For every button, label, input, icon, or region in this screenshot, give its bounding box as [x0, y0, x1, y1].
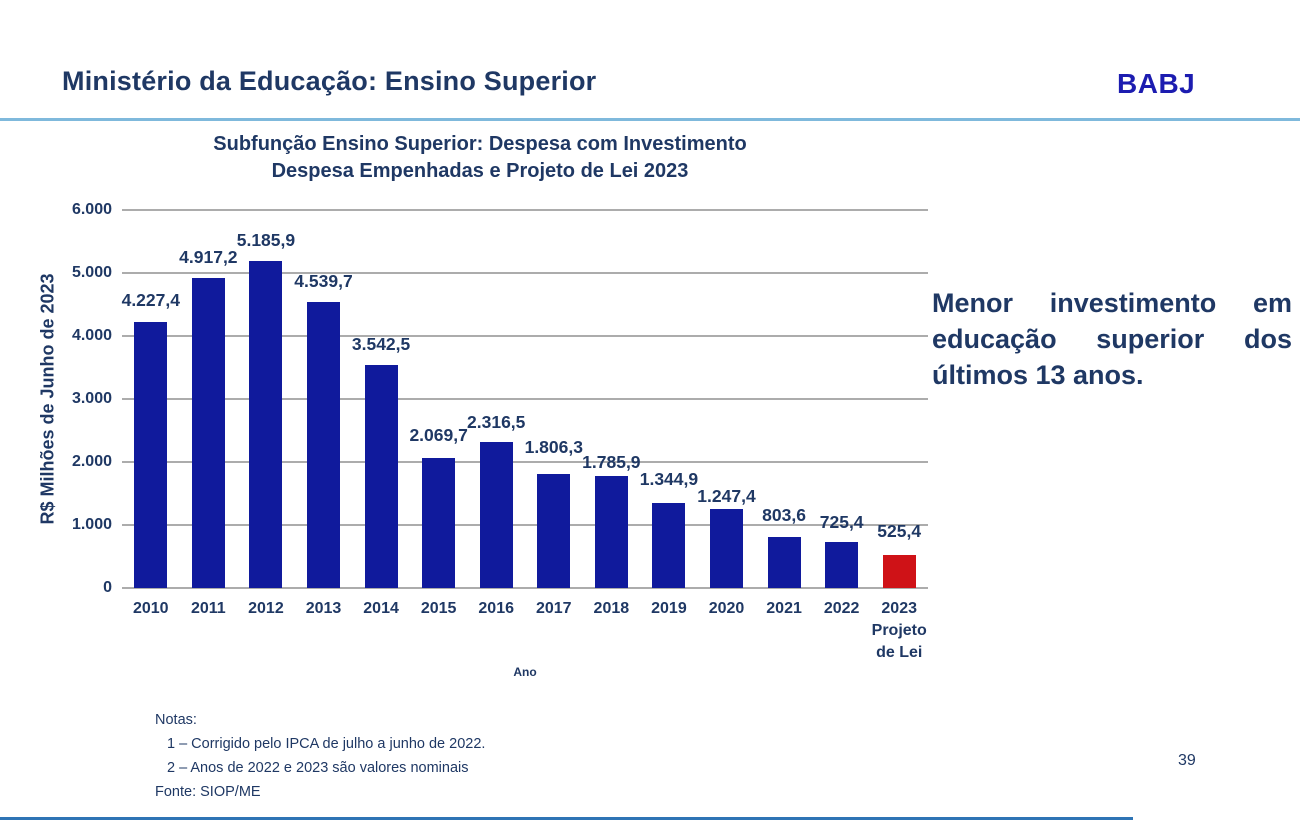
gridline-2000 [122, 461, 928, 463]
bar-2023 [882, 554, 916, 588]
bar-value-label-2017: 1.806,3 [524, 437, 583, 458]
bar-value-label-2013: 4.539,7 [294, 271, 353, 291]
xtick-label-2018: 2018 [566, 598, 656, 620]
xtick-label-2016: 2016 [451, 598, 541, 620]
xtick-year-2021: 2021 [766, 600, 802, 617]
bar-value-label-2010: 4.227,4 [121, 289, 180, 310]
note-item-1: 1 – Corrigido pelo IPCA de julho a junho… [167, 736, 486, 752]
ytick-label-5000: 5.000 [71, 264, 112, 281]
xtick-label-2013: 2013 [279, 598, 369, 620]
header-divider [0, 118, 1300, 121]
xtick-year-2012: 2012 [248, 600, 284, 617]
bar-2020 [710, 509, 743, 588]
ytick-label-2000: 2.000 [71, 453, 112, 470]
xtick-label-2011: 2011 [163, 598, 253, 620]
bar-value-label-2011: 4.917,2 [179, 247, 238, 268]
gridline-6000 [122, 209, 928, 211]
ytick-label-3000: 3.000 [71, 390, 112, 407]
notes-source: Fonte: SIOP/ME [155, 784, 261, 800]
bar-value-label-2014: 3.542,5 [351, 333, 411, 354]
xtick-year-2013: 2013 [305, 600, 342, 617]
bar-value-label-2016: 2.316,5 [467, 412, 526, 433]
bar-value-label-2012: 5.185,9 [236, 230, 296, 251]
chart-title-line1: Subfunção Ensino Superior: Despesa com I… [213, 133, 747, 155]
bar-2017 [537, 474, 571, 588]
xtick-label-2015: 2015 [394, 598, 484, 620]
bar-value-label-2018: 1.785,9 [582, 451, 641, 472]
xtick-label-2022: 2022 [797, 598, 887, 620]
ytick-label-4000: 4.000 [71, 327, 112, 344]
xtick-label-2010: 2010 [106, 598, 196, 620]
gridline-5000 [122, 272, 928, 274]
xtick-year-2018: 2018 [593, 600, 630, 617]
page-title: Ministério da Educação: Ensino Superior [62, 66, 597, 96]
footer-divider [0, 817, 1133, 820]
xtick-year-2014: 2014 [363, 600, 399, 617]
bar-2010 [134, 321, 168, 588]
xtick-label-2020: 2020 [682, 598, 772, 620]
xtick-year-2015: 2015 [420, 600, 457, 617]
bar-2013 [307, 302, 340, 588]
xtick-year-2019: 2019 [651, 600, 687, 617]
xtick-label-2017: 2017 [509, 598, 599, 620]
xtick-year-2017: 2017 [535, 600, 572, 617]
callout-text: Menor investimento em educação superior … [932, 288, 1292, 390]
xtick-label-2023: 2023 Projeto de Lei [854, 598, 944, 664]
notes-heading: Notas: [155, 712, 197, 728]
ytick-label-0: 0 [103, 579, 112, 596]
gridline-0 [122, 587, 928, 589]
bar-value-label-2022: 725,4 [819, 512, 864, 533]
xtick-year-2011: 2011 [190, 600, 226, 617]
xtick-label-2012: 2012 [221, 598, 311, 620]
gridline-3000 [122, 398, 928, 400]
xtick-year-2010: 2010 [132, 600, 169, 617]
chart-title-line2: Despesa Empenhadas e Projeto de Lei 2023 [271, 160, 689, 182]
logo-babj: BABJ [1117, 68, 1196, 99]
xtick-sublabel-1: Projeto [871, 622, 927, 639]
ytick-label-1000: 1.000 [71, 516, 112, 533]
gridline-1000 [122, 524, 928, 526]
xtick-label-2019: 2019 [624, 598, 714, 620]
xtick-year-2020: 2020 [708, 600, 745, 617]
plot-area: 4.227,4 4.917,2 5.185,9 4.539,7 3.542,5 2.069… [121, 209, 928, 589]
bar-2022 [825, 542, 859, 588]
xtick-year-2023: 2023 [881, 600, 917, 617]
page-number: 39 [1178, 752, 1196, 769]
xtick-sublabel-2: de Lei [876, 644, 923, 661]
bar-2021 [767, 537, 801, 588]
bar-value-label-2015: 2.069,7 [409, 424, 468, 445]
bar-2012 [249, 261, 283, 588]
xtick-label-2021: 2021 [739, 598, 829, 620]
bar-value-label-2019: 1.344,9 [639, 469, 699, 490]
ytick-label-6000: 6.000 [71, 201, 112, 218]
xtick-year-2022: 2022 [823, 600, 860, 617]
notes-block: Notas: 1 – Corrigido pelo IPCA de julho … [155, 708, 485, 804]
bar-2019 [652, 503, 686, 588]
note-item-2: 2 – Anos de 2022 e 2023 são valores nomi… [167, 760, 469, 776]
bar-value-label-2020: 1.247,4 [697, 486, 756, 507]
bar-value-label-2023: 525,4 [877, 520, 922, 541]
bar-2018 [594, 475, 628, 588]
gridline-4000 [122, 335, 928, 337]
bar-2015 [422, 457, 456, 588]
bar-2011 [191, 278, 225, 588]
bar-2014 [364, 364, 398, 588]
xtick-year-2016: 2016 [478, 600, 514, 617]
x-axis-title: Ano [513, 665, 537, 679]
xtick-label-2014: 2014 [336, 598, 426, 620]
bar-2016 [479, 442, 513, 588]
bar-value-label-2021: 803,6 [762, 505, 806, 526]
